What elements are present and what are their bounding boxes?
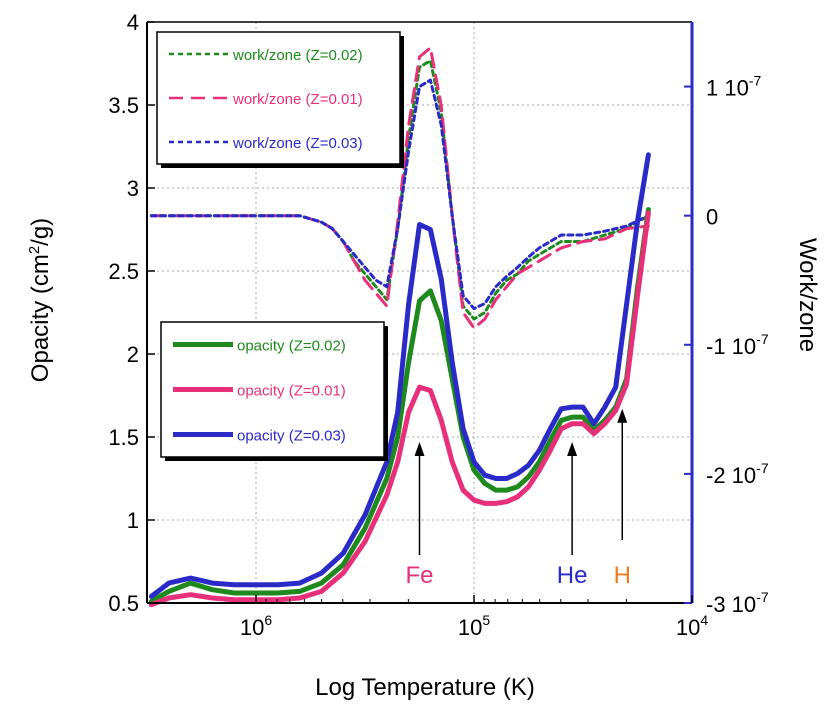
y-right-tick-exponent: -7 bbox=[756, 589, 769, 605]
y-left-tick-label: 4 bbox=[127, 10, 139, 35]
x-tick-label: 104 bbox=[676, 612, 708, 640]
x-tick-label: 105 bbox=[458, 612, 490, 640]
legend-entry-label: work/zone (Z=0.01) bbox=[232, 91, 363, 108]
y-left-tick-label: 2.5 bbox=[108, 259, 139, 284]
legends: work/zone (Z=0.02) work/zone (Z=0.01) work… bbox=[156, 31, 404, 461]
y-right-tick-mantissa: -1 10 bbox=[706, 334, 756, 359]
y-right-tick-mantissa: -2 10 bbox=[706, 463, 756, 488]
series-line-opacity-z-0-01 bbox=[148, 210, 651, 608]
y-axis-left-label: Opacity (cm2/g) bbox=[26, 218, 54, 382]
y-right-tick-exponent: -7 bbox=[756, 331, 769, 347]
x-tick-base: 10 bbox=[676, 615, 700, 640]
legend-entry-label: opacity (Z=0.01) bbox=[237, 383, 346, 400]
y-left-tick-label: 2 bbox=[127, 342, 139, 367]
x-axis-label: Log Temperature (K) bbox=[315, 674, 535, 701]
x-tick-base: 10 bbox=[240, 615, 264, 640]
annotation-arrowhead bbox=[567, 442, 578, 456]
legend-middle-left: opacity (Z=0.02) opacity (Z=0.01) opacity … bbox=[160, 321, 388, 461]
y-right-tick-exponent: -7 bbox=[756, 460, 769, 476]
y-right-tick-mantissa: 0 bbox=[706, 205, 718, 230]
y-right-tick-label: -1 10-7 bbox=[706, 331, 769, 359]
axes: 0.511.522.533.541 10-70-1 10-7-2 10-7-3 … bbox=[108, 10, 768, 640]
y-right-tick-label: 1 10-7 bbox=[706, 73, 761, 101]
annotation-label-fe: Fe bbox=[405, 562, 433, 589]
plot-series bbox=[148, 46, 651, 608]
legend-entry-label: opacity (Z=0.02) bbox=[237, 338, 346, 355]
y-right-tick-label: -2 10-7 bbox=[706, 460, 769, 488]
annotations: Fe He H bbox=[405, 408, 631, 589]
legend-entry-label: work/zone (Z=0.03) bbox=[232, 135, 363, 152]
y-axis-left-label-sup: 2 bbox=[26, 246, 43, 254]
legend-entry-label: work/zone (Z=0.02) bbox=[232, 47, 363, 64]
y-right-tick-mantissa: -3 10 bbox=[706, 592, 756, 617]
y-axis-left-label-text: Opacity (cm bbox=[27, 254, 54, 382]
y-right-tick-exponent: -7 bbox=[749, 73, 762, 89]
y-axis-left-label-text: /g) bbox=[27, 218, 54, 246]
y-right-tick-label: -3 10-7 bbox=[706, 589, 769, 617]
y-left-tick-label: 3.5 bbox=[108, 93, 139, 118]
x-tick-exponent: 6 bbox=[264, 612, 272, 628]
y-right-tick-label: 0 bbox=[706, 205, 718, 230]
legend-top-left: work/zone (Z=0.02) work/zone (Z=0.01) work… bbox=[156, 31, 404, 168]
y-left-tick-label: 3 bbox=[127, 176, 139, 201]
y-left-tick-label: 1 bbox=[127, 508, 139, 533]
y-axis-right-label: Work/zone bbox=[794, 238, 821, 352]
annotation-label-h: H bbox=[614, 562, 631, 589]
legend-entry-label: opacity (Z=0.03) bbox=[237, 428, 346, 445]
y-right-tick-mantissa: 1 10 bbox=[706, 76, 749, 101]
x-tick-base: 10 bbox=[458, 615, 482, 640]
x-tick-exponent: 5 bbox=[482, 612, 490, 628]
annotation-arrowhead bbox=[617, 408, 628, 423]
annotation-label-he: He bbox=[557, 562, 588, 589]
y-left-tick-label: 1.5 bbox=[108, 425, 139, 450]
annotation-arrowhead bbox=[414, 442, 425, 456]
x-tick-exponent: 4 bbox=[700, 612, 708, 628]
series-line-opacity-z-0-03 bbox=[148, 152, 651, 599]
x-tick-label: 106 bbox=[240, 612, 272, 640]
y-left-tick-label: 0.5 bbox=[108, 591, 139, 616]
series-line-work-zone-z-0-03 bbox=[149, 78, 650, 311]
